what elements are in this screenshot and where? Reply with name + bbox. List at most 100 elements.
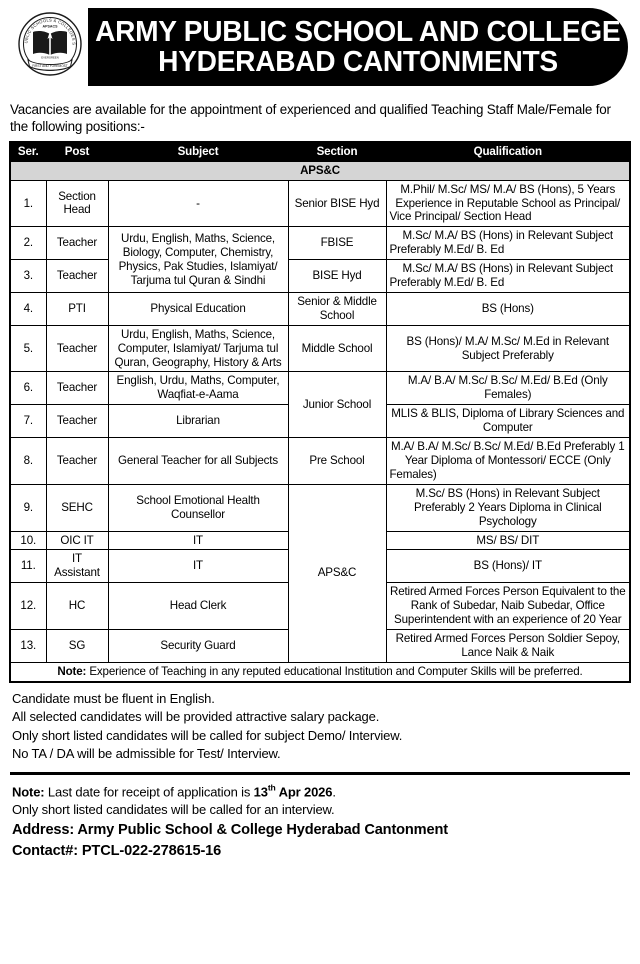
cell-qualification: MS/ BS/ DIT [385,530,631,551]
cell-post: Teacher [45,259,109,293]
cell-section: Pre School [287,437,387,485]
cell-qualification: BS (Hons)/ M.A/ M.Sc/ M.Ed in Relevant S… [385,324,631,373]
cell-ser: 9. [9,483,47,532]
cell-qualification: M.A/ B.A/ M.Sc/ B.Sc/ M.Ed/ B.Ed Prefera… [385,437,631,485]
cell-qualification: M.Phil/ M.Sc/ MS/ M.A/ BS (Hons), 5 Year… [385,179,631,228]
cell-ser: 11. [9,549,47,584]
cell-ser: 3. [9,259,47,293]
footer-contact: Contact#: PTCL-022-278615-16 [12,843,222,860]
horizontal-divider [10,771,630,775]
table-row: 5. Teacher Urdu, English, Maths, Science… [9,324,631,373]
cell-ser: 13. [9,628,47,663]
footer-note-label: Note: [12,783,45,799]
table-title-row: APS&C [9,160,631,181]
footer-note-line: Note: Last date for receipt of applicati… [12,782,628,802]
cell-ser: 10. [9,530,47,551]
cell-post: Teacher [45,404,109,439]
cell-subject: Head Clerk [107,582,289,630]
cell-qualification: Retired Armed Forces Person Soldier Sepo… [385,628,631,663]
cell-section: FBISE [287,226,387,261]
cell-subject: Librarian [107,404,289,439]
cell-post: Section Head [45,179,109,228]
cell-subject: Physical Education [107,291,289,326]
cell-subject: Urdu, English, Maths, Science, Computer,… [107,324,289,373]
condition-line: Only short listed candidates will be cal… [12,727,403,743]
table-row: 6. Teacher English, Urdu, Maths, Compute… [9,371,631,439]
school-title-line-1: ARMY PUBLIC SCHOOL AND COLLEGE [95,15,621,48]
cell-post: Teacher [45,437,109,485]
condition-line: No TA / DA will be admissible for Test/ … [12,746,281,762]
footer-block: Note: Last date for receipt of applicati… [12,782,628,863]
cell-subject: IT [107,530,289,551]
cell-ser: 7. [9,404,47,439]
cell-qualification: M.Sc/ M.A/ BS (Hons) in Relevant Subject… [385,226,631,261]
cell-section: Middle School [287,324,387,373]
column-header-qualification: Qualification [385,141,631,162]
cell-ser: 8. [9,437,47,485]
aps-c-crest-logo: ARMY PUBLIC SCHOOLS & COLLEGES SYSTEM AP… [10,4,88,86]
cell-post: Teacher [45,226,109,261]
cell-subject: Urdu, English, Maths, Science, Biology, … [107,226,289,293]
cell-section: APS&C [287,483,387,663]
cell-subject: General Teacher for all Subjects [107,437,289,485]
cell-post: IT Assistant [45,549,109,584]
cell-post: SG [45,628,109,663]
vacancy-table: APS&C Ser. Post Subject Section Qualific… [9,140,631,683]
table-row: 4. PTI Physical Education Senior & Middl… [9,291,631,326]
header-banner: ARMY PUBLIC SCHOOL AND COLLEGE HYDERABAD… [88,8,628,86]
cell-ser: 2. [9,226,47,261]
cell-post: Teacher [45,324,109,373]
footer-shortlist-line: Only short listed candidates will be cal… [12,802,335,818]
cell-qualification: M.Sc/ M.A/ BS (Hons) in Relevant Subject… [385,259,631,293]
cell-qualification: Retired Armed Forces Person Equivalent t… [385,582,631,630]
cell-qualification: M.Sc/ BS (Hons) in Relevant Subject Pref… [385,483,631,532]
cell-section: BISE Hyd [287,259,387,293]
svg-text:FIRST AND FOREMOST: FIRST AND FOREMOST [32,64,68,68]
cell-ser: 5. [9,324,47,373]
footer-address: Address: Army Public School & College Hy… [12,821,448,838]
school-title-line-2: HYDERABAD CANTONMENTS [158,46,558,78]
cell-subject: English, Urdu, Maths, Computer, Waqfiat-… [107,371,289,406]
conditions-list: Candidate must be fluent in English. All… [12,690,628,764]
cell-ser: 12. [9,582,47,630]
cell-subject: IT [107,549,289,584]
cell-post: PTI [45,291,109,326]
page-header: ARMY PUBLIC SCHOOLS & COLLEGES SYSTEM AP… [0,0,640,98]
cell-post: HC [45,582,109,630]
footer-note-pre: Last date for receipt of application is [44,783,254,799]
cell-subject: School Emotional Health Counsellor [107,483,289,532]
cell-section: Senior BISE Hyd [287,179,387,228]
table-title: APS&C [9,160,631,181]
table-row: 13. SG Security Guard Retired Armed Forc… [9,628,631,663]
cell-qualification: MLIS & BLIS, Diploma of Library Sciences… [385,404,631,439]
cell-qualification: BS (Hons) [385,291,631,326]
table-row: 1. Section Head - Senior BISE Hyd M.Phil… [9,179,631,228]
table-row: 7. Teacher Librarian MLIS & BLIS, Diplom… [9,404,631,439]
cell-post: SEHC [45,483,109,532]
table-row: 2. Teacher Urdu, English, Maths, Science… [9,226,631,293]
cell-ser: 4. [9,291,47,326]
intro-paragraph: Vacancies are available for the appointm… [10,102,611,134]
condition-line: Candidate must be fluent in English. [12,690,215,706]
vacancy-table-body: 1. Section Head - Senior BISE Hyd M.Phil… [9,179,631,683]
table-row: 9. SEHC School Emotional Health Counsell… [9,483,631,663]
column-header-section: Section [287,141,387,162]
footer-date-suffix: th [267,782,276,793]
cell-subject: - [107,179,289,228]
footer-note-post: . [332,783,336,799]
cell-section: Senior & Middle School [287,291,387,326]
table-header-row: Ser. Post Subject Section Qualification [9,141,631,162]
condition-line: All selected candidates will be provided… [12,709,380,725]
table-row: 8. Teacher General Teacher for all Subje… [9,437,631,485]
cell-post: Teacher [45,371,109,406]
svg-text:APSACS: APSACS [43,25,59,29]
column-header-subject: Subject [107,141,289,162]
table-row: 11. IT Assistant IT BS (Hons)/ IT [9,549,631,584]
table-note-row: Note: Experience of Teaching in any repu… [9,661,631,683]
cell-post: OIC IT [45,530,109,551]
table-note: Note: Experience of Teaching in any repu… [9,661,631,683]
table-row: 10. OIC IT IT MS/ BS/ DIT [9,530,631,551]
cell-qualification: M.A/ B.A/ M.Sc/ B.Sc/ M.Ed/ B.Ed (Only F… [385,371,631,406]
cell-qualification: BS (Hons)/ IT [385,549,631,584]
